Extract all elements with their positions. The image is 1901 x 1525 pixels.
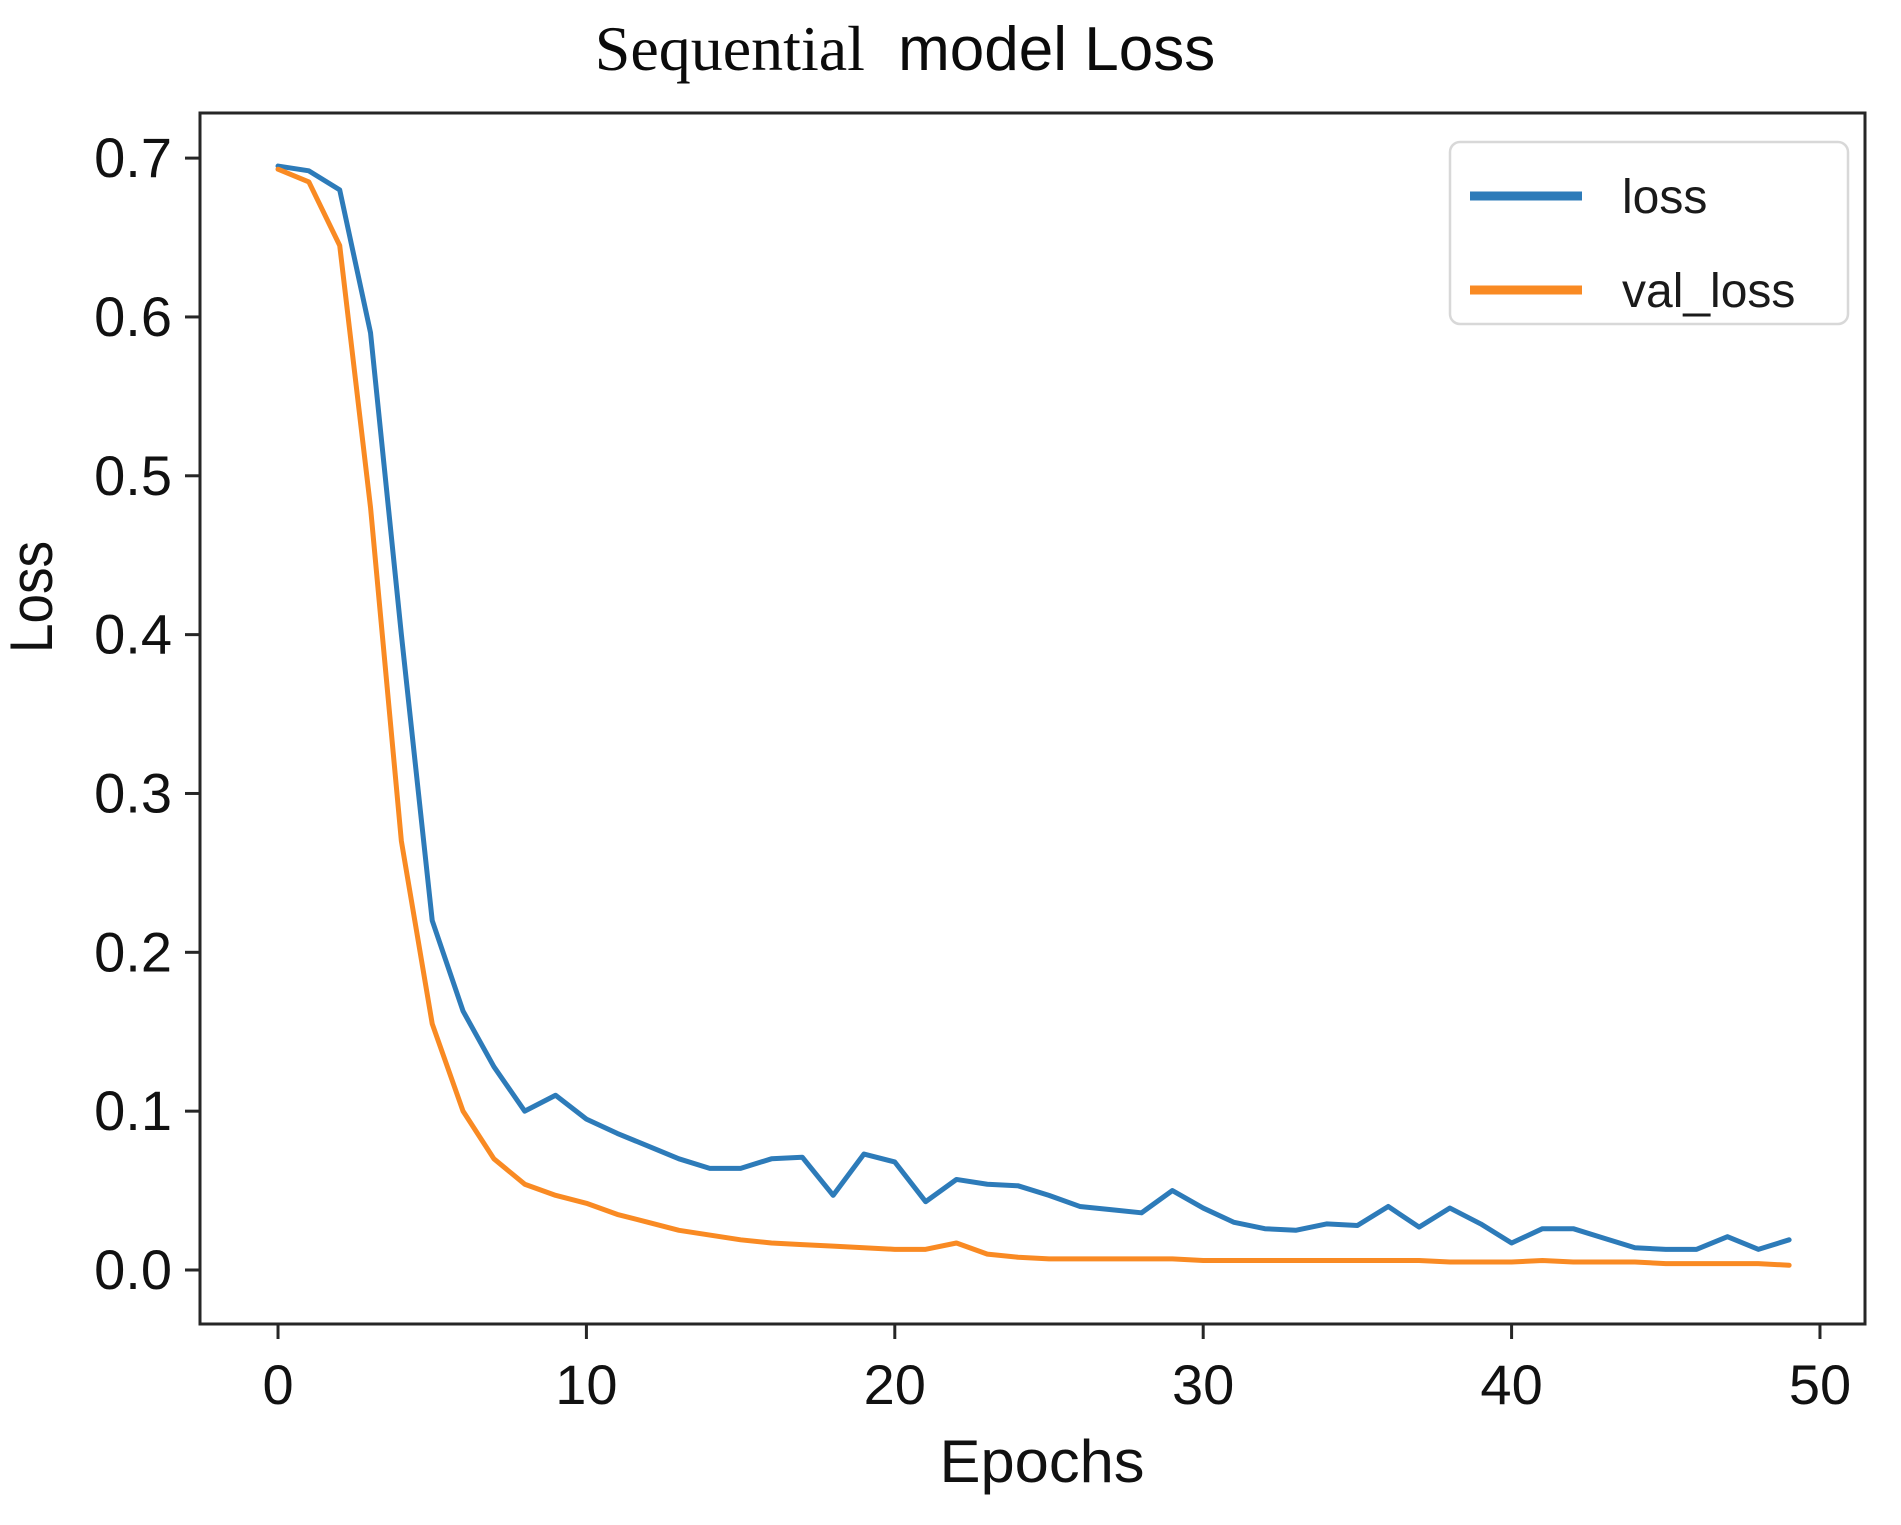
chart-title-word-sans: model Loss	[898, 15, 1215, 84]
x-tick-label: 50	[1789, 1353, 1851, 1416]
y-tick-label: 0.7	[94, 126, 172, 189]
x-tick-label: 30	[1172, 1353, 1234, 1416]
y-tick-label: 0.2	[94, 920, 172, 983]
plot-frame	[198, 111, 1867, 1326]
y-tick-label: 0.5	[94, 444, 172, 507]
y-tick-label: 0.3	[94, 761, 172, 824]
val-loss-series-line	[275, 166, 1792, 1268]
y-tick-label: 0.1	[94, 1079, 172, 1142]
y-tick-label: 0.6	[94, 285, 172, 348]
x-tick-label: 40	[1480, 1353, 1542, 1416]
chart-title: Sequential model Loss	[595, 13, 1215, 84]
legend-label-loss: loss	[1622, 171, 1707, 224]
y-tick-label: 0.0	[94, 1238, 172, 1301]
x-axis-label: Epochs	[940, 1428, 1145, 1495]
x-tick-label: 10	[555, 1353, 617, 1416]
chart-title-word-serif: Sequential	[595, 13, 865, 84]
legend-box	[1448, 140, 1850, 326]
x-tick-label: 0	[262, 1353, 293, 1416]
loss-series-line	[275, 163, 1792, 1252]
y-axis-label: Loss	[0, 541, 65, 653]
y-tick-label: 0.4	[94, 603, 172, 666]
plot-area: 0 10 20 30 40 50 0.0 0.1 0.2 0.3 0.4 0.5 0.6 0.7 loss v…	[94, 111, 1867, 1416]
legend-label-val-loss: val_loss	[1622, 265, 1795, 318]
x-tick-label: 20	[864, 1353, 926, 1416]
